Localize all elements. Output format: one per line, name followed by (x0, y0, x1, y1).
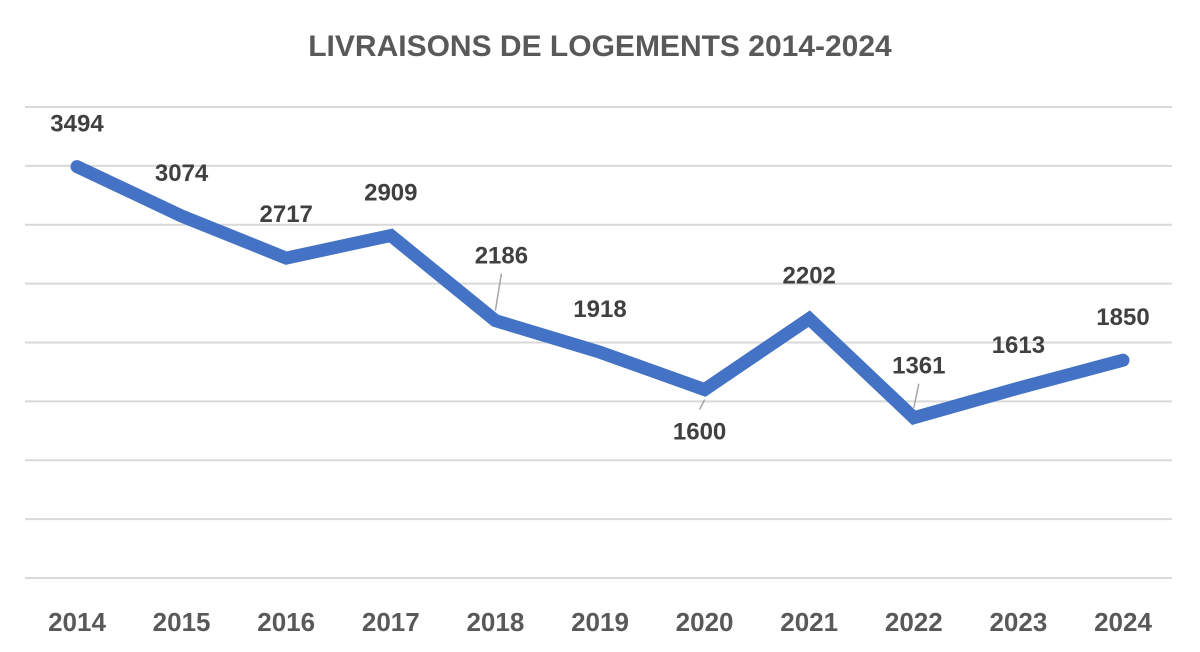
series-layer (70, 160, 1130, 425)
data-point (71, 161, 83, 173)
x-tick-label: 2015 (153, 607, 211, 637)
x-tick-label: 2023 (989, 607, 1047, 637)
x-tick-label: 2018 (466, 607, 524, 637)
x-tick-label: 2016 (257, 607, 315, 637)
x-axis-ticks: 2014 2015 2016 2017 2018 2019 2020 2021 2022 2023… (48, 607, 1152, 637)
x-tick-label: 2021 (780, 607, 838, 637)
data-label: 2717 (260, 201, 313, 228)
label-leader-line (494, 273, 503, 311)
series-line (70, 160, 1130, 425)
data-label: 1361 (892, 353, 945, 380)
data-labels: 3494 3074 2717 2909 2186 1918 1600 2202 1361 1613… (50, 111, 1149, 446)
label-leader-line (698, 399, 706, 410)
x-tick-label: 2019 (571, 607, 629, 637)
data-label: 3074 (155, 160, 209, 187)
data-label: 2202 (783, 263, 836, 290)
x-tick-label: 2014 (48, 607, 106, 637)
data-label: 1918 (573, 296, 626, 323)
x-tick-label: 2022 (885, 607, 943, 637)
data-point (280, 252, 292, 264)
data-point (385, 229, 397, 241)
data-point (1012, 382, 1024, 394)
label-leader-line (913, 383, 920, 408)
data-point (699, 384, 711, 396)
data-point (803, 313, 815, 325)
data-label: 2186 (475, 243, 528, 270)
data-point (594, 346, 606, 358)
data-label: 1850 (1096, 304, 1149, 331)
data-label: 3494 (50, 111, 104, 138)
data-label: 1613 (992, 332, 1045, 359)
x-tick-label: 2017 (362, 607, 420, 637)
data-point (489, 315, 501, 327)
x-tick-label: 2024 (1094, 607, 1152, 637)
chart-title: LIVRAISONS DE LOGEMENTS 2014-2024 (308, 30, 892, 63)
x-tick-label: 2020 (676, 607, 734, 637)
data-point (1117, 354, 1129, 366)
data-label: 2909 (364, 179, 417, 206)
data-label: 1600 (673, 419, 726, 446)
data-point (176, 210, 188, 222)
data-point (908, 412, 920, 424)
gridlines (25, 106, 1172, 579)
